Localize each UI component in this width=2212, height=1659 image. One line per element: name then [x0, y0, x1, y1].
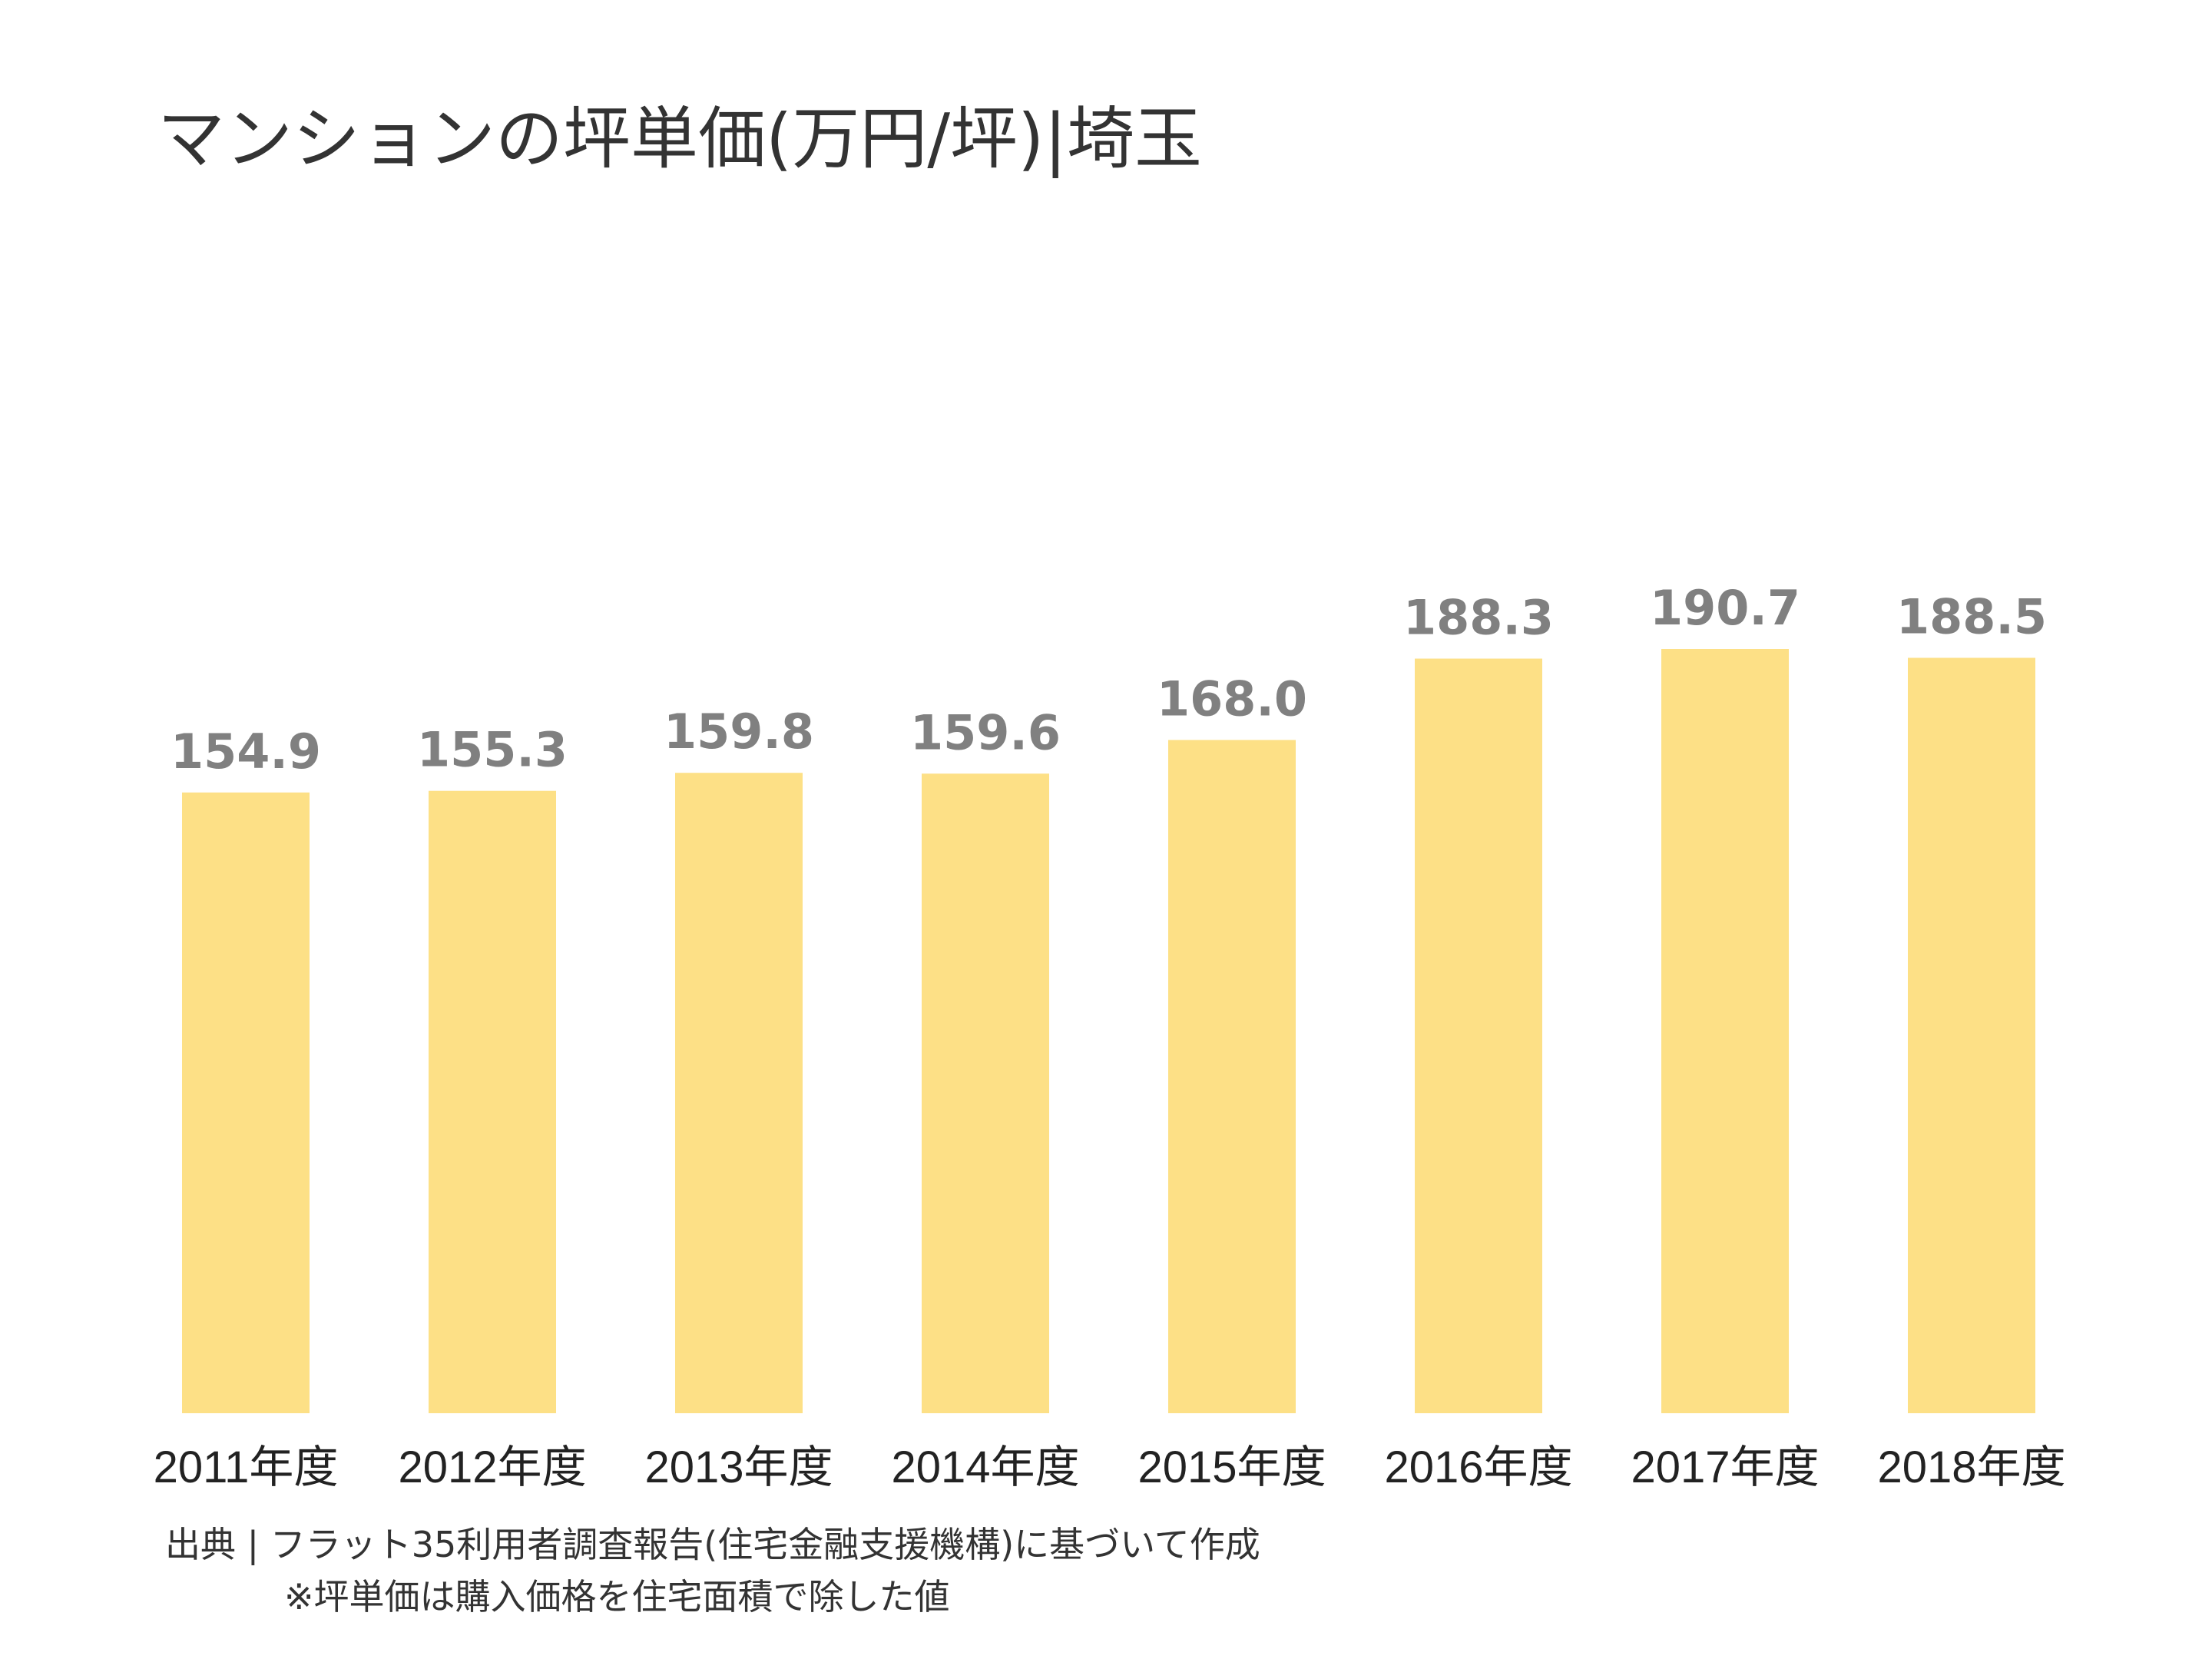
source-note: 出典 | フラット35利用者調査報告(住宅金融支援機構)に基づいて作成	[165, 1524, 1260, 1565]
value-label: 168.0	[1157, 671, 1307, 727]
value-label: 159.6	[910, 704, 1061, 760]
bar-2017年度	[1661, 649, 1789, 1413]
bar-2015年度	[1168, 740, 1296, 1413]
bars-group	[182, 649, 2035, 1413]
category-label: 2012年度	[398, 1442, 586, 1492]
value-label: 155.3	[417, 722, 568, 778]
category-label: 2013年度	[644, 1442, 833, 1492]
category-labels-group: 2011年度 2012年度 2013年度 2014年度 2015年度 2016年度 2017…	[154, 1442, 2066, 1492]
value-label: 188.3	[1403, 590, 1554, 646]
category-label: 2015年度	[1137, 1442, 1326, 1492]
category-label: 2016年度	[1384, 1442, 1572, 1492]
bar-2014年度	[922, 773, 1049, 1413]
bar-2013年度	[675, 773, 803, 1413]
chart-title: マンションの坪単価(万円/坪)|埼玉	[157, 99, 1202, 178]
value-label: 190.7	[1650, 580, 1800, 636]
value-labels-group: 154.9 155.3 159.8 159.6 168.0 188.3 190.7 188.5	[171, 580, 2047, 780]
bar-2011年度	[182, 792, 310, 1413]
category-label: 2018年度	[1877, 1442, 2065, 1492]
category-label: 2014年度	[891, 1442, 1079, 1492]
bar-2012年度	[429, 790, 556, 1413]
value-label: 154.9	[171, 724, 321, 780]
value-label: 188.5	[1896, 588, 2047, 644]
value-label: 159.8	[664, 704, 814, 760]
bar-2016年度	[1415, 658, 1542, 1413]
category-label: 2017年度	[1631, 1442, 1819, 1492]
footnote: ※坪単価は購入価格を住宅面積で除した値	[284, 1576, 950, 1618]
bar-2018年度	[1908, 657, 2035, 1413]
bar-chart: 154.9 155.3 159.8 159.6 168.0 188.3 190.7 188.5…	[154, 580, 2066, 1492]
category-label: 2011年度	[154, 1442, 339, 1492]
